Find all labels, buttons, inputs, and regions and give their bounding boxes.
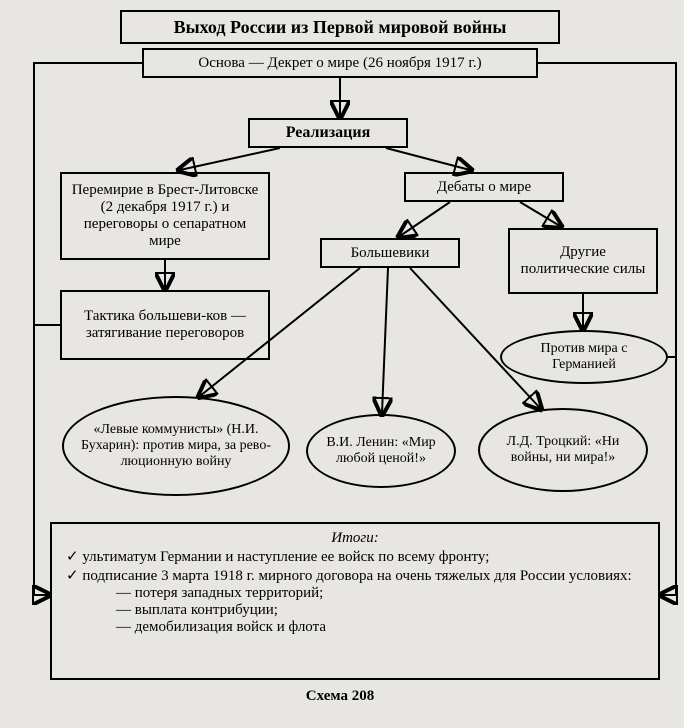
lenin-text: В.И. Ленин: «Мир любой ценой!»	[318, 435, 444, 467]
result-sub-2: — выплата контрибуции;	[116, 602, 644, 619]
title-box: Выход России из Первой мировой войны	[120, 10, 560, 44]
scheme-caption: Схема 208	[260, 688, 420, 705]
realization-text: Реализация	[286, 124, 371, 142]
left-comm-text: «Левые коммунисты» (Н.И. Бухарин): проти…	[74, 422, 278, 470]
trotsky-text: Л.Д. Троцкий: «Ни войны, ни мира!»	[490, 434, 636, 466]
result-sub-3: — демобилизация войск и флота	[116, 619, 644, 636]
against-peace-text: Против мира с Германией	[512, 341, 656, 373]
result-2: подписание 3 марта 1918 г. мирного догов…	[66, 566, 644, 585]
bolsheviks-box: Большевики	[320, 238, 460, 268]
result-sub-1: — потеря западных территорий;	[116, 585, 644, 602]
against-peace-ellipse: Против мира с Германией	[500, 330, 668, 384]
results-box: Итоги: ультиматум Германии и наступление…	[50, 522, 660, 680]
armistice-text: Перемирие в Брест-Литовске (2 декабря 19…	[70, 182, 260, 250]
debates-box: Дебаты о мире	[404, 172, 564, 202]
bolsheviks-text: Большевики	[351, 245, 430, 262]
results-title: Итоги:	[66, 530, 644, 547]
tactics-text: Тактика большеви-ков — затягивание перег…	[70, 308, 260, 342]
lenin-ellipse: В.И. Ленин: «Мир любой ценой!»	[306, 414, 456, 488]
caption-text: Схема 208	[306, 688, 374, 704]
debates-text: Дебаты о мире	[437, 179, 531, 196]
basis-text: Основа — Декрет о мире (26 ноября 1917 г…	[198, 55, 481, 72]
tactics-box: Тактика большеви-ков — затягивание перег…	[60, 290, 270, 360]
left-comm-ellipse: «Левые коммунисты» (Н.И. Бухарин): проти…	[62, 396, 290, 496]
basis-box: Основа — Декрет о мире (26 ноября 1917 г…	[142, 48, 538, 78]
title-text: Выход России из Первой мировой войны	[174, 17, 507, 38]
trotsky-ellipse: Л.Д. Троцкий: «Ни войны, ни мира!»	[478, 408, 648, 492]
result-1: ультиматум Германии и наступление ее вой…	[66, 547, 644, 566]
armistice-box: Перемирие в Брест-Литовске (2 декабря 19…	[60, 172, 270, 260]
other-forces-text: Другие политические силы	[518, 244, 648, 278]
other-forces-box: Другие политические силы	[508, 228, 658, 294]
realization-box: Реализация	[248, 118, 408, 148]
